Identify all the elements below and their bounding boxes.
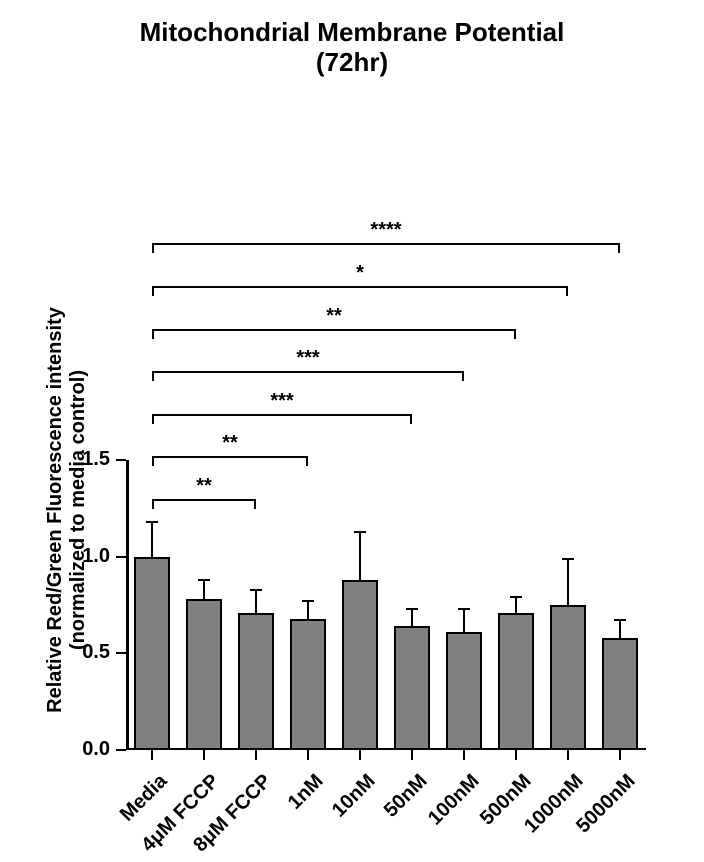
significance-bracket — [152, 329, 516, 331]
error-cap — [250, 589, 262, 591]
error-cap — [562, 558, 574, 560]
x-tick — [203, 750, 205, 760]
significance-bracket-end — [152, 286, 154, 296]
significance-bracket — [152, 499, 256, 501]
plot-area: 0.00.51.01.5Media4μM FCCP8μM FCCP1nM10nM… — [126, 460, 646, 750]
significance-bracket — [152, 371, 464, 373]
error-bar — [463, 609, 465, 632]
y-tick — [116, 652, 126, 654]
x-tick — [411, 750, 413, 760]
bar — [394, 626, 430, 750]
y-tick-label: 1.0 — [66, 545, 110, 568]
error-bar — [515, 597, 517, 612]
error-cap — [198, 579, 210, 581]
significance-bracket-end — [566, 286, 568, 296]
error-bar — [567, 559, 569, 605]
significance-label: * — [320, 262, 400, 285]
significance-label: ** — [294, 305, 374, 328]
significance-bracket-end — [514, 329, 516, 339]
error-cap — [354, 531, 366, 533]
significance-bracket — [152, 286, 568, 288]
significance-bracket-end — [306, 456, 308, 466]
x-tick — [255, 750, 257, 760]
y-tick — [116, 556, 126, 558]
significance-bracket-end — [152, 329, 154, 339]
x-tick — [567, 750, 569, 760]
significance-bracket-end — [462, 371, 464, 381]
y-tick-label: 0.5 — [66, 641, 110, 664]
x-tick — [619, 750, 621, 760]
error-bar — [255, 590, 257, 613]
error-bar — [619, 620, 621, 637]
bar — [290, 619, 326, 750]
significance-bracket-end — [152, 371, 154, 381]
y-tick-label: 0.0 — [66, 738, 110, 761]
significance-bracket-end — [152, 456, 154, 466]
error-bar — [411, 609, 413, 626]
y-tick-label: 1.5 — [66, 448, 110, 471]
x-tick-label: 100nM — [424, 770, 484, 830]
significance-bracket — [152, 456, 308, 458]
error-cap — [458, 608, 470, 610]
chart-container: Mitochondrial Membrane Potential (72hr) … — [0, 0, 704, 862]
error-bar — [307, 601, 309, 618]
x-tick — [359, 750, 361, 760]
x-tick — [463, 750, 465, 760]
significance-bracket — [152, 414, 412, 416]
y-tick — [116, 749, 126, 751]
significance-bracket-end — [410, 414, 412, 424]
significance-label: **** — [346, 219, 426, 242]
significance-bracket-end — [254, 499, 256, 509]
error-cap — [406, 608, 418, 610]
bar — [238, 613, 274, 750]
bar — [602, 638, 638, 750]
error-cap — [510, 596, 522, 598]
bar — [186, 599, 222, 750]
significance-bracket-end — [152, 414, 154, 424]
significance-bracket — [152, 243, 620, 245]
significance-bracket-end — [618, 243, 620, 253]
significance-bracket-end — [152, 499, 154, 509]
x-tick — [151, 750, 153, 760]
y-axis-label: Relative Red/Green Fluorescence intensit… — [44, 260, 90, 760]
error-bar — [151, 522, 153, 557]
x-tick — [515, 750, 517, 760]
x-tick-label: 1nM — [284, 770, 329, 815]
bar — [134, 557, 170, 750]
significance-label: *** — [242, 390, 322, 413]
y-axis-line — [126, 460, 129, 750]
error-bar — [359, 532, 361, 580]
significance-bracket-end — [152, 243, 154, 253]
error-cap — [614, 619, 626, 621]
bar — [498, 613, 534, 750]
significance-label: ** — [164, 475, 244, 498]
error-cap — [302, 600, 314, 602]
x-tick-label: 10nM — [328, 770, 380, 822]
bar — [550, 605, 586, 750]
error-cap — [146, 521, 158, 523]
bar — [342, 580, 378, 750]
bar — [446, 632, 482, 750]
y-tick — [116, 459, 126, 461]
x-tick — [307, 750, 309, 760]
chart-title: Mitochondrial Membrane Potential (72hr) — [0, 18, 704, 78]
error-bar — [203, 580, 205, 599]
significance-label: ** — [190, 432, 270, 455]
significance-label: *** — [268, 347, 348, 370]
